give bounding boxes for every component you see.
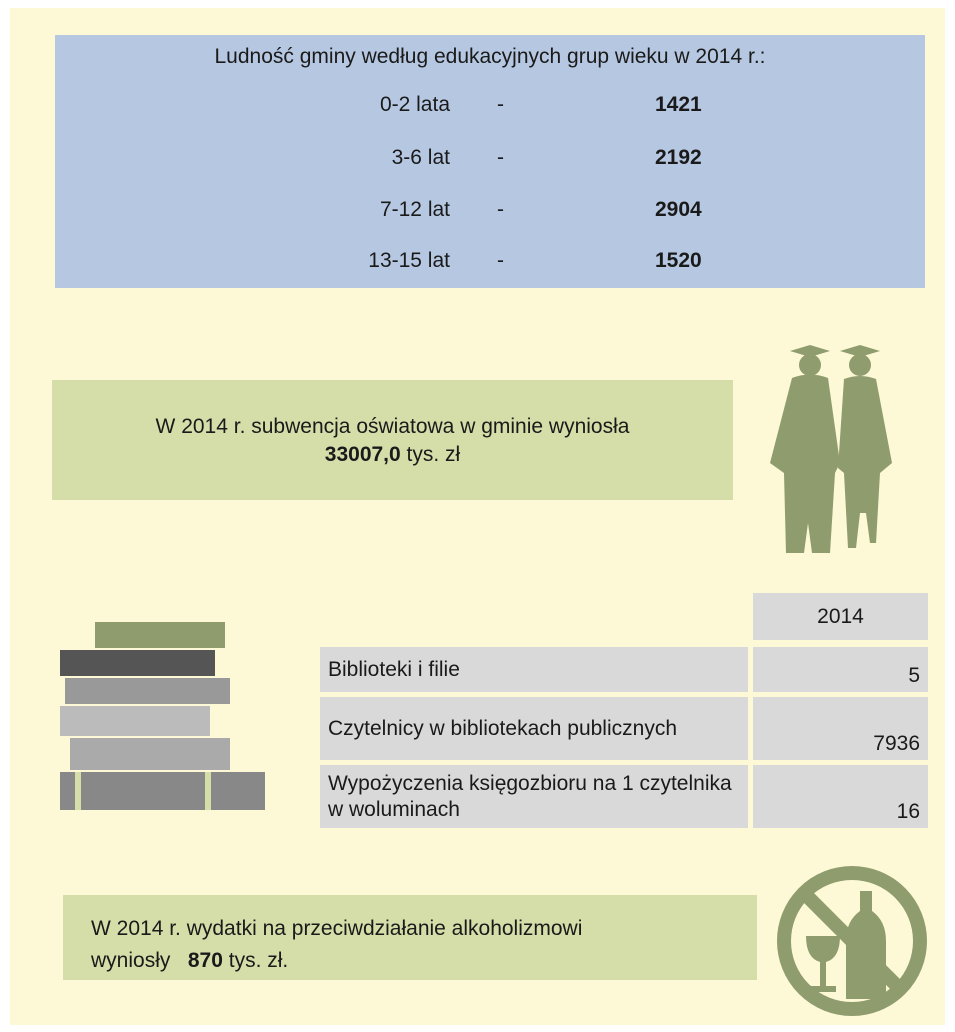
population-title: Ludność gminy według edukacyjnych grup w… (214, 45, 766, 68)
age-value: 1520 (655, 249, 702, 272)
age-row: 7-12 lat - 2904 (55, 198, 925, 228)
alcohol-amount: 870 (187, 949, 223, 972)
dash: - (497, 249, 504, 272)
dash: - (497, 93, 504, 116)
subsidy-text: W 2014 r. subwencja oświatowa w gminie w… (155, 415, 630, 438)
table-label: Biblioteki i filie (320, 647, 748, 692)
subsidy-amount: 33007,0 (324, 443, 401, 466)
table-value: 16 (753, 765, 928, 828)
table-header: 2014 (753, 593, 928, 640)
age-label: 7-12 lat (379, 198, 450, 221)
age-label: 3-6 lat (391, 146, 450, 169)
subsidy-line: 33007,0 tys. zł (52, 443, 733, 467)
dash: - (497, 198, 504, 221)
population-box: Ludność gminy według edukacyjnych grup w… (55, 35, 925, 288)
age-value: 1421 (655, 93, 702, 116)
alcohol-line: wyniosły 870 tys. zł. (91, 945, 757, 977)
dash: - (497, 146, 504, 169)
alcohol-unit: tys. zł. (228, 949, 289, 972)
table-label: Wypożyczenia księgozbioru na 1 czytelnik… (320, 765, 748, 828)
age-value: 2904 (655, 198, 702, 221)
alcohol-text: W 2014 r. wydatki na przeciwdziałanie al… (91, 917, 583, 940)
no-alcohol-icon (777, 866, 927, 1016)
age-row: 3-6 lat - 2192 (55, 146, 925, 176)
subsidy-unit: tys. zł (406, 443, 461, 466)
alcohol-text2: wyniosły (91, 949, 171, 972)
age-row: 0-2 lata - 1421 (55, 93, 925, 123)
page: Ludność gminy według edukacyjnych grup w… (10, 8, 945, 1025)
table-label: Czytelnicy w bibliotekach publicznych (320, 697, 748, 760)
age-value: 2192 (655, 146, 702, 169)
graduates-icon (770, 345, 892, 553)
table-value: 7936 (753, 697, 928, 760)
subsidy-box: W 2014 r. subwencja oświatowa w gminie w… (52, 380, 733, 500)
age-label: 0-2 lata (379, 93, 450, 116)
table-value: 5 (753, 647, 928, 692)
age-label: 13-15 lat (368, 249, 450, 272)
alcohol-box: W 2014 r. wydatki na przeciwdziałanie al… (63, 895, 757, 980)
age-row: 13-15 lat - 1520 (55, 249, 925, 279)
books-icon (60, 622, 265, 810)
